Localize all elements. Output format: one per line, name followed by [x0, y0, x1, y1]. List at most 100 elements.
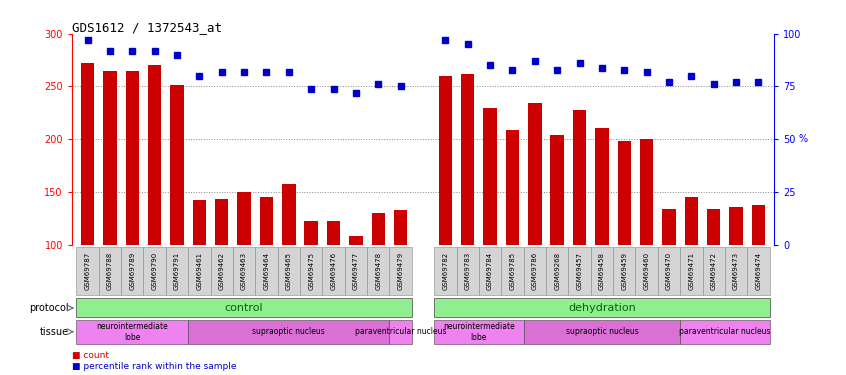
Bar [662, 209, 676, 245]
Text: GSM69463: GSM69463 [241, 252, 247, 290]
Bar [658, 247, 680, 296]
Bar [591, 247, 613, 296]
Bar [76, 320, 188, 344]
Bar [707, 209, 721, 245]
Bar [752, 205, 765, 245]
Bar [461, 74, 475, 245]
Text: GSM69786: GSM69786 [532, 252, 538, 290]
Bar [506, 130, 519, 245]
Text: GSM69783: GSM69783 [464, 252, 470, 290]
Text: GSM69458: GSM69458 [599, 252, 605, 290]
Text: paraventricular nucleus: paraventricular nucleus [679, 327, 771, 336]
Bar [434, 247, 457, 296]
Text: ■ count: ■ count [72, 351, 109, 360]
Text: GSM69478: GSM69478 [376, 252, 382, 290]
Bar [680, 247, 702, 296]
Text: tissue: tissue [39, 327, 69, 337]
Bar [170, 86, 184, 245]
Bar [528, 104, 541, 245]
Text: GSM69791: GSM69791 [174, 252, 180, 290]
Text: GSM69785: GSM69785 [509, 252, 515, 290]
Text: GSM69477: GSM69477 [353, 252, 359, 290]
Bar [389, 320, 412, 344]
Bar [103, 70, 117, 245]
Text: GSM69464: GSM69464 [263, 252, 270, 290]
Bar [546, 247, 569, 296]
Text: GSM69787: GSM69787 [85, 252, 91, 290]
Text: GSM69479: GSM69479 [398, 252, 404, 290]
Bar [121, 247, 144, 296]
Bar [702, 247, 725, 296]
Text: protocol: protocol [29, 303, 69, 313]
Bar [282, 183, 295, 245]
Bar [193, 200, 206, 245]
Text: GSM69459: GSM69459 [621, 252, 627, 290]
Bar [479, 247, 502, 296]
Text: GSM69471: GSM69471 [689, 252, 695, 290]
Bar [305, 222, 318, 245]
Bar [188, 320, 389, 344]
Text: dehydration: dehydration [568, 303, 636, 313]
Bar [551, 135, 564, 245]
Bar [349, 236, 363, 245]
Bar [483, 108, 497, 245]
Bar [394, 210, 407, 245]
Bar [76, 298, 412, 318]
Bar [148, 65, 162, 245]
Text: GSM69788: GSM69788 [107, 252, 113, 290]
Text: GSM69790: GSM69790 [151, 252, 157, 290]
Bar [613, 247, 635, 296]
Bar [125, 70, 139, 245]
Bar [300, 247, 322, 296]
Bar [238, 192, 250, 245]
Bar [457, 247, 479, 296]
Bar [502, 247, 524, 296]
Text: GSM69475: GSM69475 [308, 252, 314, 290]
Bar [327, 222, 340, 245]
Text: GSM69474: GSM69474 [755, 252, 761, 290]
Bar [573, 110, 586, 245]
Bar [371, 213, 385, 245]
Text: GSM69789: GSM69789 [129, 252, 135, 290]
Bar [684, 197, 698, 245]
Bar [389, 247, 412, 296]
Bar [434, 298, 770, 318]
Text: neurointermediate
lobe: neurointermediate lobe [96, 322, 168, 342]
Bar [434, 320, 524, 344]
Bar [618, 141, 631, 245]
Bar [747, 247, 770, 296]
Bar [233, 247, 255, 296]
Bar [255, 247, 277, 296]
Bar [367, 247, 389, 296]
Text: GSM69784: GSM69784 [487, 252, 493, 290]
Text: neurointermediate
lobe: neurointermediate lobe [443, 322, 514, 342]
Bar [144, 247, 166, 296]
Bar [166, 247, 188, 296]
Bar [188, 247, 211, 296]
Bar [76, 247, 99, 296]
Bar [215, 200, 228, 245]
Bar [725, 247, 747, 296]
Text: GSM69476: GSM69476 [331, 252, 337, 290]
Text: ■ percentile rank within the sample: ■ percentile rank within the sample [72, 362, 236, 371]
Bar [640, 139, 653, 245]
Bar [439, 76, 452, 245]
Bar [524, 320, 680, 344]
Text: GSM69457: GSM69457 [576, 252, 583, 290]
Text: GSM69782: GSM69782 [442, 252, 448, 290]
Text: GSM69461: GSM69461 [196, 252, 202, 290]
Text: GSM69465: GSM69465 [286, 252, 292, 290]
Bar [680, 320, 770, 344]
Y-axis label: %: % [799, 134, 807, 144]
Bar [524, 247, 546, 296]
Text: GSM69462: GSM69462 [219, 252, 225, 290]
Text: GSM69268: GSM69268 [554, 252, 560, 290]
Bar [729, 207, 743, 245]
Bar [99, 247, 121, 296]
Text: GDS1612 / 1372543_at: GDS1612 / 1372543_at [72, 21, 222, 34]
Bar [569, 247, 591, 296]
Text: GSM69460: GSM69460 [644, 252, 650, 290]
Text: supraoptic nucleus: supraoptic nucleus [565, 327, 638, 336]
Bar [81, 63, 94, 245]
Text: supraoptic nucleus: supraoptic nucleus [252, 327, 325, 336]
